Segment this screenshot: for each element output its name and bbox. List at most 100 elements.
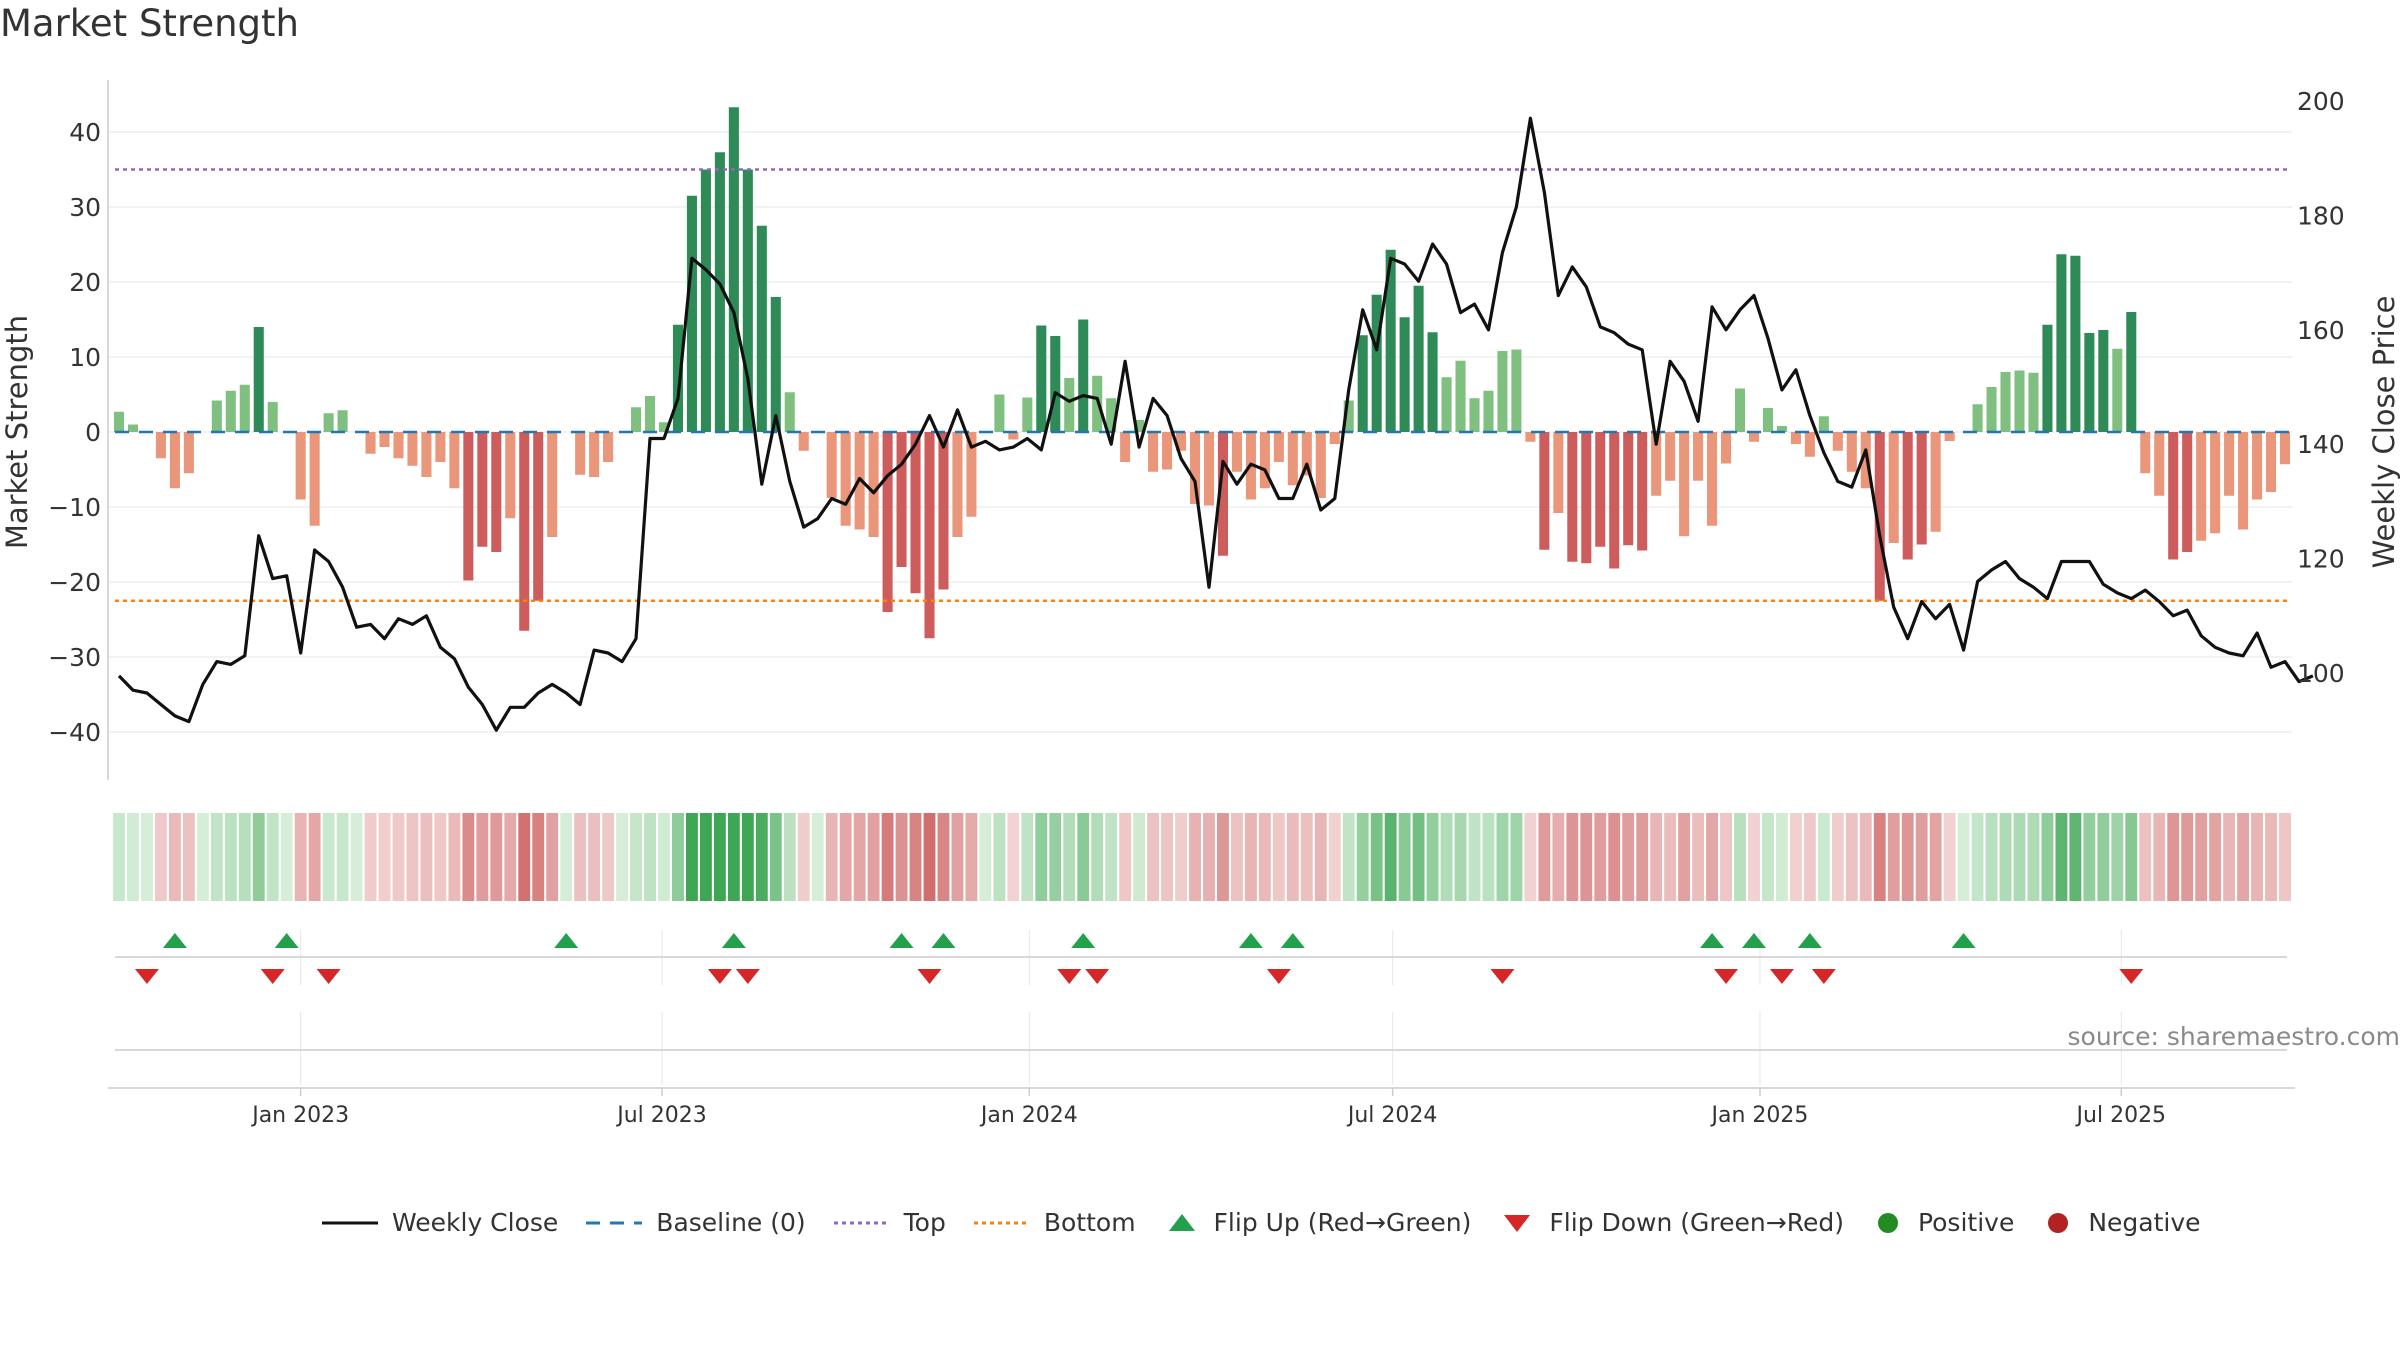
heat-cell [923,813,936,901]
strength-bar [435,432,446,462]
strength-bar [169,432,180,489]
heat-cell [1468,813,1481,901]
heat-cell [266,813,279,901]
strength-bar [672,324,683,432]
strength-bar [2224,432,2235,496]
strength-bar [519,432,530,631]
heat-cell [1985,813,1998,901]
strength-bar [1874,432,1885,601]
legend-label-baseline: Baseline (0) [656,1208,806,1237]
strength-bar [1441,377,1452,432]
flip-down-marker [735,969,760,984]
strength-bar [1008,432,1019,440]
strength-bar [1455,360,1466,432]
y-tick-label-right: 120 [2297,545,2345,574]
y-tick-label-left: 10 [69,343,101,372]
heat-cell [1412,813,1425,901]
y-tick-label-left: 30 [69,193,101,222]
axes-layer: 403020100−10−20−30−40200180160140120100J… [48,80,2345,1128]
strength-bar [924,432,935,639]
heat-cell [1552,813,1565,901]
strength-bar [1329,432,1340,444]
strength-bar [337,410,348,432]
legend-item-baseline: Baseline (0) [584,1208,806,1237]
strength-bar [1567,432,1578,562]
heat-cell [1915,813,1928,901]
flip-up-marker [1280,933,1305,948]
heat-cell [364,813,377,901]
heat-cell [588,813,601,901]
strength-bar [1371,294,1382,432]
legend-item-flip-down: Flip Down (Green→Red) [1497,1208,1844,1237]
strength-bar [365,432,376,454]
strength-bar [2042,324,2053,432]
x-tick-label: Jan 2023 [250,1103,349,1128]
heat-cell [1049,813,1062,901]
heat-cell [699,813,712,901]
x-tick-label: Jul 2023 [615,1103,707,1128]
heat-cell [1845,813,1858,901]
heat-cell [713,813,726,901]
y-tick-label-right: 100 [2297,659,2345,688]
heat-cell [1021,813,1034,901]
heat-cell [336,813,349,901]
strength-bar [1064,378,1075,432]
heat-cell [1943,813,1956,901]
heat-cell [937,813,950,901]
heat-cell [1566,813,1579,901]
strength-bar [1231,432,1242,472]
strength-bar [379,432,390,447]
strength-bar [477,432,488,547]
heat-cell [1286,813,1299,901]
heat-cell [1314,813,1327,901]
heat-cell [1706,813,1718,901]
heat-cell [1328,813,1341,901]
flip-up-marker [554,933,579,948]
strength-bar [407,432,418,466]
heat-cell [1440,813,1453,901]
heat-cell [406,813,419,901]
x-tick-label: Jul 2025 [2075,1103,2167,1128]
flip-down-marker [917,969,942,984]
heat-cell [490,813,503,901]
strength-bar [1078,319,1089,432]
heat-cell [294,813,307,901]
flip-down-marker [1811,969,1836,984]
heat-cell [392,813,405,901]
heat-cell [867,813,880,901]
heat-cell [2097,813,2110,901]
heat-cell [546,813,559,901]
strength-bar [784,392,795,432]
flip-down-marker [1490,969,1515,984]
heat-cell [2209,813,2222,901]
heat-cell [2279,813,2291,901]
heat-cell [2153,813,2166,901]
strength-bar [2084,333,2095,432]
heat-cell [1384,813,1397,901]
heat-cell [196,813,209,901]
strength-bar [1972,404,1983,432]
heat-cell [2251,813,2263,901]
heat-cell [168,813,181,901]
flip-up-marker [1071,933,1096,948]
strength-bar [700,169,711,432]
heat-cell [1692,813,1705,901]
strength-bar [2210,432,2221,534]
legend-swatch-close [322,1221,378,1224]
strength-bar [1762,408,1773,432]
heat-cell [210,813,223,901]
heat-cell [476,813,489,901]
strength-bar [2279,432,2291,465]
strength-bar [1651,432,1662,496]
heat-cell [1789,813,1802,901]
legend-label-close: Weekly Close [392,1208,559,1237]
y-tick-label-left: 40 [69,118,101,147]
strength-bar [840,432,851,526]
strength-bar [1637,432,1648,551]
strength-bar [1301,432,1312,476]
level-lines-layer [115,168,2290,602]
flip-down-marker [1057,969,1082,984]
heat-cell [378,813,391,901]
strength-bar [1748,432,1760,442]
legend-label-bottom: Bottom [1043,1208,1136,1237]
